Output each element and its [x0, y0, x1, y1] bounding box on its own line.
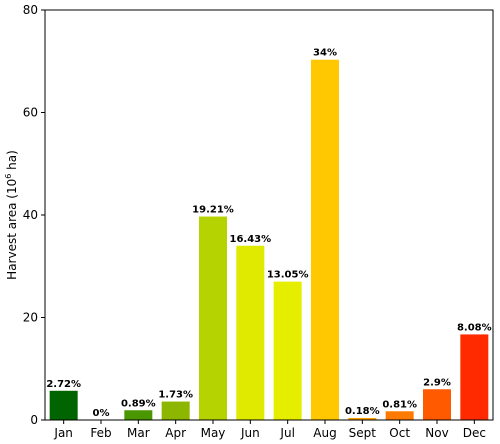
x-tick-label-nov: Nov	[425, 426, 448, 440]
x-tick-label-may: May	[201, 426, 226, 440]
y-tick-label-80: 80	[23, 3, 38, 17]
y-axis-ticks: 0 20 40 60 80	[23, 3, 45, 427]
data-label-nov: 2.9%	[423, 377, 451, 388]
bar-dec	[460, 334, 489, 420]
bar-aug	[311, 59, 339, 421]
y-tick-label-40: 40	[23, 208, 38, 222]
data-label-dec: 8.08%	[457, 322, 492, 333]
data-label-feb: 0%	[93, 408, 110, 419]
x-tick-label-jan: Jan	[53, 426, 73, 440]
x-tick-label-jun: Jun	[240, 426, 260, 440]
x-tick-label-oct: Oct	[389, 426, 410, 440]
y-axis-label-superscript: 6	[4, 174, 13, 179]
x-tick-label-apr: Apr	[165, 426, 186, 440]
bars-layer	[49, 59, 489, 421]
x-tick-label-dec: Dec	[463, 426, 486, 440]
x-tick-label-feb: Feb	[90, 426, 111, 440]
x-tick-label-jul: Jul	[279, 426, 294, 440]
y-tick-label-0: 0	[30, 413, 38, 427]
bar-may	[199, 216, 227, 420]
data-label-oct: 0.81%	[382, 399, 417, 410]
x-tick-label-aug: Aug	[313, 426, 336, 440]
data-label-jun: 16.43%	[230, 234, 272, 245]
plot-frame	[44, 9, 494, 421]
y-tick-label-20: 20	[23, 311, 38, 325]
y-tick-label-60: 60	[23, 106, 38, 120]
data-label-may: 19.21%	[192, 205, 234, 216]
x-axis-ticks: Jan Feb Mar Apr May Jun Jul Aug Sept Oct Nov Dec	[53, 420, 486, 440]
data-label-aug: 34%	[313, 48, 337, 59]
data-label-jul: 13.05%	[267, 270, 309, 281]
data-label-mar: 0.89%	[121, 398, 156, 409]
bar-jan	[49, 390, 78, 420]
data-label-apr: 1.73%	[158, 390, 193, 401]
x-tick-label-sept: Sept	[349, 426, 377, 440]
bar-apr	[161, 401, 190, 420]
data-label-jan: 2.72%	[46, 379, 81, 390]
bar-mar	[124, 410, 153, 420]
x-tick-label-mar: Mar	[127, 426, 150, 440]
bar-nov	[423, 389, 451, 420]
bar-sept	[348, 417, 377, 420]
y-axis-label-suffix: ha)	[5, 150, 19, 173]
axes-layer	[44, 9, 494, 421]
bar-oct	[385, 411, 414, 420]
bar-jul	[273, 281, 302, 420]
bar-jun	[236, 245, 265, 420]
y-axis-label-prefix: Harvest area (10	[5, 179, 19, 280]
data-labels-layer: 2.72% 0% 0.89%1.73% 19.21% 16.43% 13.05% 34% 0.…	[46, 48, 491, 419]
y-axis-label: Harvest area (106 ha)	[4, 150, 19, 280]
data-label-sept: 0.18%	[345, 406, 380, 417]
